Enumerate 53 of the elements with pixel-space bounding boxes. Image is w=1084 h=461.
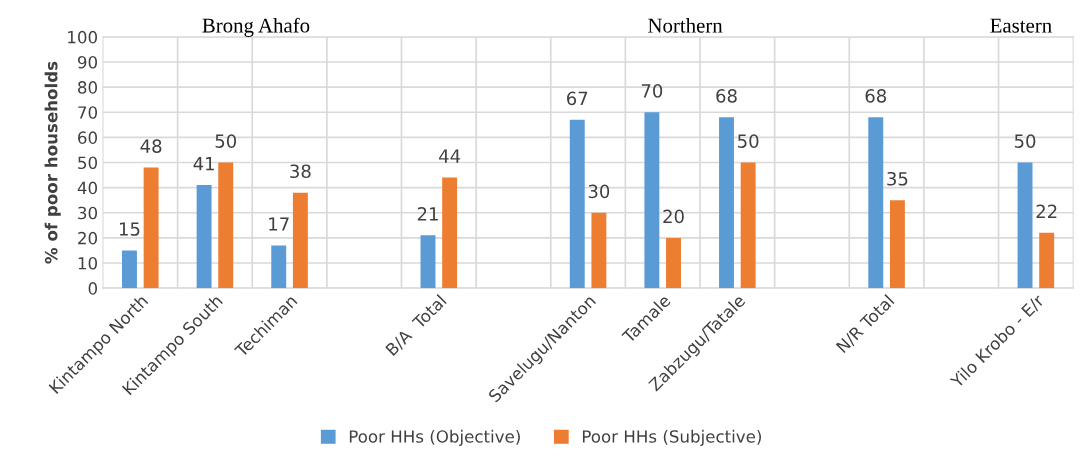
y-tick-label: 90 [77,55,98,69]
bar [442,177,458,289]
y-tick-label: 40 [77,181,98,195]
data-label: 20 [663,209,684,224]
data-label: 17 [269,217,289,231]
bar [591,212,607,289]
data-label: 30 [588,184,610,199]
y-tick-label: 70 [78,106,98,119]
bar [122,250,137,289]
data-label: 50 [738,134,759,148]
data-label: 48 [140,139,162,153]
bar [1017,162,1033,289]
annotation: Brong Ahafo [202,17,310,37]
y-tick-label: 60 [78,131,98,144]
data-label: 44 [439,149,461,163]
bar [218,162,234,289]
bar [666,237,681,289]
bar [740,162,756,289]
y-axis-title: % of poor households [44,61,61,264]
bar [719,117,734,289]
data-label: 70 [641,83,663,98]
y-tick-label: 30 [78,206,98,220]
y-tick-label: 10 [78,256,98,270]
bar [1039,232,1055,289]
data-label: 50 [215,134,237,148]
text: Eastern [990,18,1052,33]
data-label: 67 [567,91,588,106]
data-label: 22 [1036,204,1057,218]
data-label: 68 [865,89,887,103]
y-tick-label: 80 [78,81,98,94]
bar [143,167,159,289]
bar [889,200,905,289]
bar [271,245,287,289]
bar [292,192,308,289]
y-tick-label: 100 [68,30,98,44]
legend-label: Poor HHs (Objective) [349,429,520,446]
bar [569,119,585,289]
legend-label: Poor HHs (Subjective) [582,429,761,446]
data-label: 68 [716,89,737,103]
data-label: 15 [119,222,140,236]
y-tick-label: 20 [78,231,98,245]
data-label: 50 [1014,134,1036,148]
y-tick-label: 50 [78,156,98,170]
data-label: 21 [417,207,438,221]
data-label: 41 [193,157,214,171]
data-label: 38 [290,164,311,179]
bar [196,185,212,289]
bar [420,235,436,289]
y-tick-label: 0 [88,282,98,295]
data-label: 35 [887,171,908,186]
bar [868,117,884,289]
text: Northern [648,17,723,33]
bar [644,112,660,289]
